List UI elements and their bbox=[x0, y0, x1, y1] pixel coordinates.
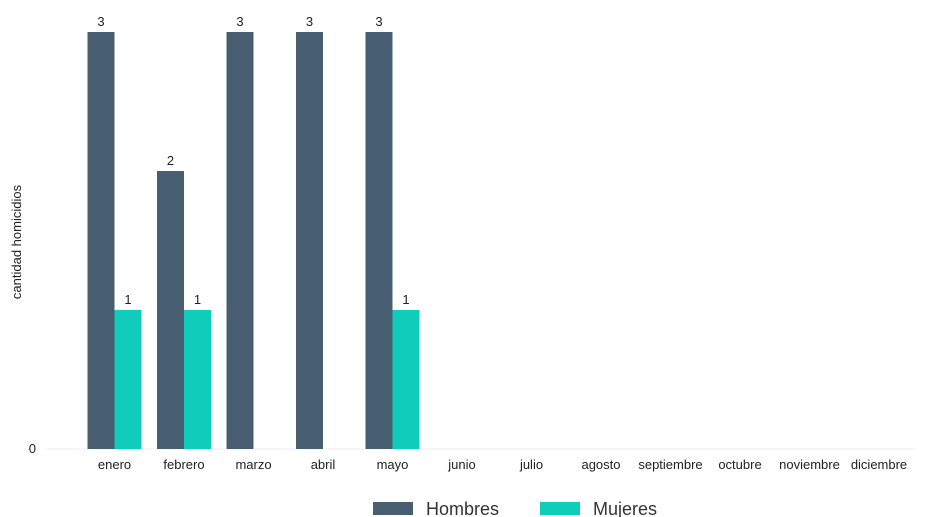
y-tick-label-0: 0 bbox=[29, 441, 36, 456]
x-axis-ticks: enero febrero marzo abril mayo junio julio agos… bbox=[98, 457, 907, 472]
x-tick-label-abril: abril bbox=[311, 457, 336, 472]
bar-hombres-enero bbox=[87, 32, 115, 449]
data-label-hombres-febrero: 2 bbox=[167, 153, 174, 168]
bar-hombres-mayo bbox=[365, 32, 393, 449]
legend-swatch-mujeres bbox=[540, 502, 580, 515]
data-label-hombres-mayo: 3 bbox=[375, 14, 382, 29]
bar-mujeres-enero bbox=[114, 310, 142, 449]
y-axis-title: cantidad homicidios bbox=[9, 184, 24, 299]
bar-hombres-marzo bbox=[226, 32, 254, 449]
bar-mujeres-mayo bbox=[392, 310, 420, 449]
legend: Hombres Mujeres bbox=[373, 499, 657, 517]
legend-label-hombres: Hombres bbox=[426, 499, 499, 517]
data-label-hombres-abril: 3 bbox=[306, 14, 313, 29]
x-tick-label-agosto: agosto bbox=[581, 457, 620, 472]
bar-hombres-febrero bbox=[157, 171, 184, 449]
y-axis-ticks: 0 bbox=[29, 441, 36, 456]
bar-mujeres-febrero bbox=[184, 310, 211, 449]
data-label-mujeres-febrero: 1 bbox=[194, 292, 201, 307]
data-label-hombres-marzo: 3 bbox=[236, 14, 243, 29]
x-tick-label-marzo: marzo bbox=[235, 457, 271, 472]
x-tick-label-noviembre: noviembre bbox=[779, 457, 840, 472]
x-tick-label-octubre: octubre bbox=[718, 457, 761, 472]
bars: 3 1 2 1 3 3 3 1 bbox=[87, 14, 420, 449]
x-tick-label-febrero: febrero bbox=[163, 457, 204, 472]
x-tick-label-junio: junio bbox=[447, 457, 475, 472]
x-tick-label-septiembre: septiembre bbox=[638, 457, 702, 472]
x-tick-label-mayo: mayo bbox=[377, 457, 409, 472]
data-label-mujeres-enero: 1 bbox=[124, 292, 131, 307]
legend-label-mujeres: Mujeres bbox=[593, 499, 657, 517]
x-tick-label-julio: julio bbox=[519, 457, 543, 472]
bar-hombres-abril bbox=[296, 32, 323, 449]
data-label-mujeres-mayo: 1 bbox=[402, 292, 409, 307]
x-tick-label-diciembre: diciembre bbox=[851, 457, 907, 472]
legend-swatch-hombres bbox=[373, 502, 413, 515]
data-label-hombres-enero: 3 bbox=[97, 14, 104, 29]
x-tick-label-enero: enero bbox=[98, 457, 131, 472]
